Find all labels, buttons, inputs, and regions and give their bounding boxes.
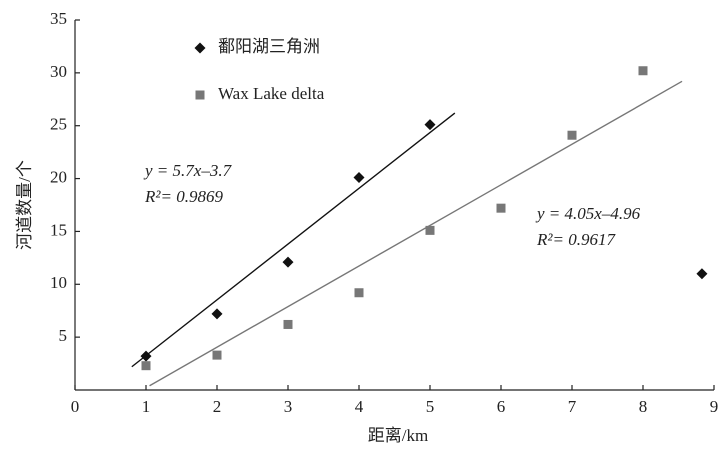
x-tick-label: 6 — [497, 397, 506, 416]
annotation: R²= 0.9869 — [144, 187, 223, 206]
x-tick-label: 3 — [284, 397, 293, 416]
y-tick-label: 20 — [50, 167, 67, 186]
data-point — [567, 130, 577, 140]
y-tick-label: 15 — [50, 220, 67, 239]
y-tick-label: 30 — [50, 62, 67, 81]
x-tick-label: 9 — [710, 397, 719, 416]
legend-label: Wax Lake delta — [218, 84, 325, 103]
legend-marker — [194, 42, 206, 54]
y-tick-label: 25 — [50, 115, 67, 134]
y-tick-label: 5 — [59, 326, 68, 345]
data-point — [354, 288, 364, 298]
data-point — [496, 203, 506, 213]
x-axis-label: 距离/km — [368, 426, 428, 445]
data-point — [353, 172, 365, 184]
data-point — [211, 308, 223, 320]
y-axis-label: 河道数量/个 — [15, 160, 34, 250]
data-point — [140, 350, 152, 362]
data-point — [141, 361, 151, 371]
legend-label: 鄱阳湖三角洲 — [218, 37, 320, 56]
y-tick-label: 35 — [50, 9, 67, 28]
data-point — [283, 319, 293, 329]
x-tick-label: 1 — [142, 397, 151, 416]
data-point — [212, 350, 222, 360]
data-point — [696, 268, 708, 280]
x-tick-label: 2 — [213, 397, 222, 416]
annotation: R²= 0.9617 — [536, 230, 616, 249]
trend-line — [131, 112, 456, 368]
annotation: y = 4.05x–4.96 — [535, 204, 641, 223]
data-point — [425, 225, 435, 235]
data-point — [424, 119, 436, 131]
annotation: y = 5.7x–3.7 — [143, 161, 233, 180]
x-tick-label: 0 — [71, 397, 80, 416]
x-tick-label: 7 — [568, 397, 577, 416]
data-point — [282, 256, 294, 268]
x-tick-label: 5 — [426, 397, 435, 416]
x-tick-label: 8 — [639, 397, 648, 416]
data-point — [638, 66, 648, 76]
x-tick-label: 4 — [355, 397, 364, 416]
trend-line — [149, 80, 683, 387]
y-tick-label: 10 — [50, 273, 67, 292]
legend-marker — [195, 90, 205, 100]
